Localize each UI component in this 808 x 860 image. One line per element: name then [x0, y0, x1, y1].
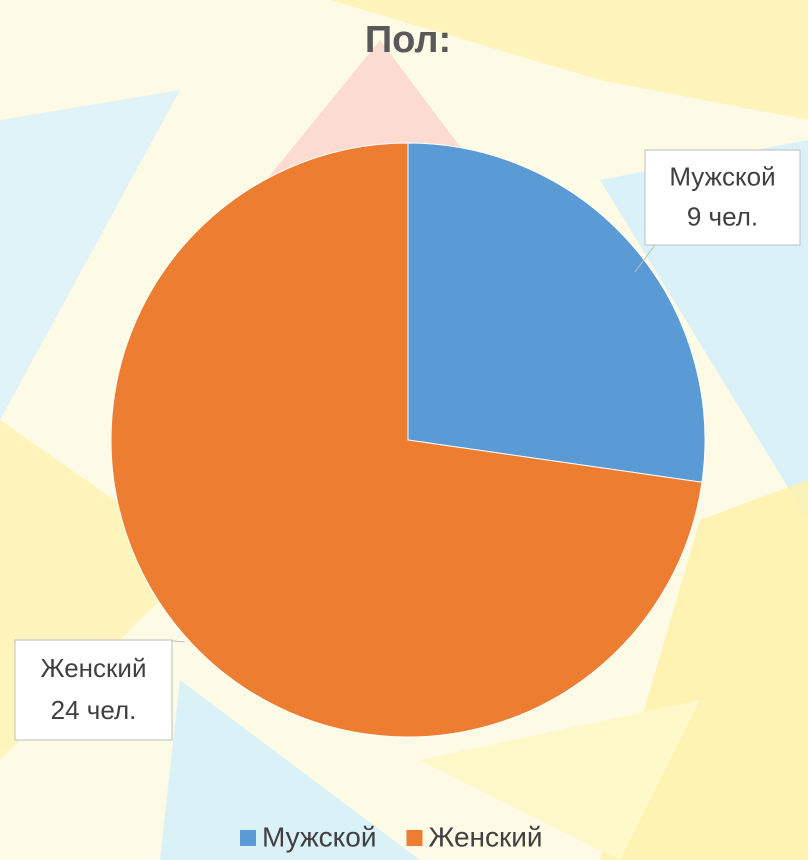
legend-label: Женский [428, 821, 542, 852]
data-label-value: 9 чел. [687, 201, 758, 231]
legend-swatch [406, 830, 422, 846]
chart: Пол: Мужской 9 чел. Женский 24 чел. Мужской Ж… [0, 0, 808, 860]
data-label-category: Мужской [669, 161, 775, 191]
page: Пол: Мужской 9 чел. Женский 24 чел. Мужской Ж… [0, 0, 808, 860]
data-label-value: 24 чел. [51, 695, 137, 725]
chart-title: Пол: [365, 19, 451, 61]
data-label-category: Женский [41, 653, 147, 683]
legend-swatch [240, 830, 256, 846]
legend-label: Мужской [262, 821, 376, 852]
